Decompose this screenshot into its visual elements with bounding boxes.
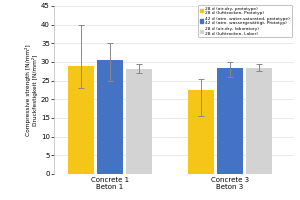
Legend: 28 d (air-dry, prototype)
28 d (lufttrocken, Prototyp), 42 d (atm. water-saturat: 28 d (air-dry, prototype) 28 d (lufttroc… [198, 5, 292, 37]
Bar [126, 69, 152, 174]
Bar [217, 68, 243, 174]
Y-axis label: Compressive strength [N/mm²]
Druckfestigkeit [N/mm²]: Compressive strength [N/mm²] Druckfestig… [25, 44, 38, 136]
Bar [68, 66, 94, 174]
Bar [97, 60, 123, 174]
Bar [188, 90, 214, 174]
Bar [246, 68, 272, 174]
